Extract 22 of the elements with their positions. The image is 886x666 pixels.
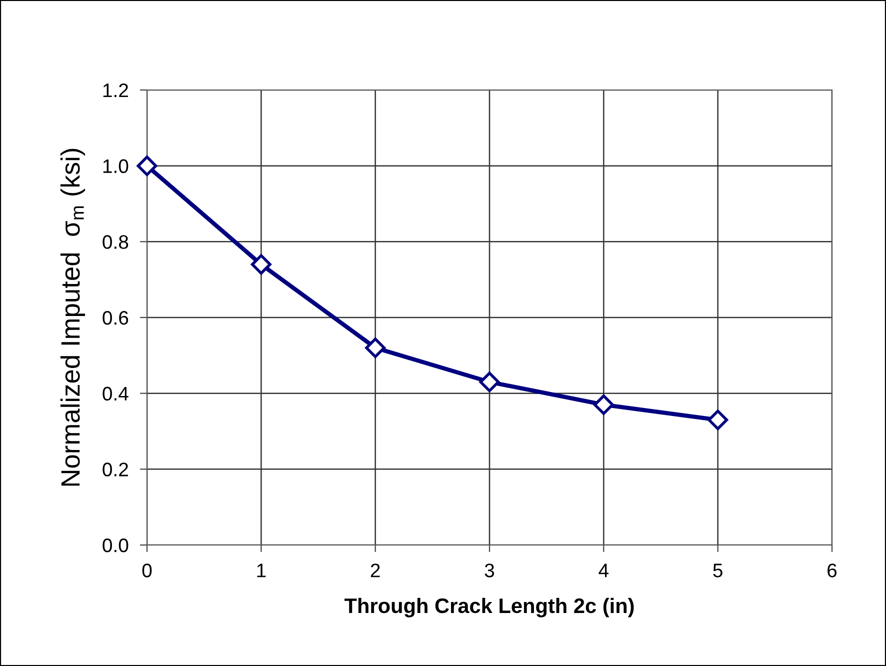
y-tick-label: 0.6: [102, 310, 128, 325]
x-tick-label: 4: [598, 564, 609, 578]
y-tick-label: 0.2: [102, 462, 128, 476]
y-tick-label: 1.2: [103, 83, 128, 98]
x-tick-label: 5: [713, 564, 722, 578]
y-axis-title: Normalized Imputed σ$_{m}$ (ksi): [60, 148, 86, 486]
x-tick-label: 2: [370, 564, 380, 578]
x-tick-label: 3: [484, 564, 494, 578]
point: [136, 156, 158, 176]
x-axis-title: Through Crack Length 2c (in): [344, 598, 634, 618]
point: [250, 254, 272, 275]
point: [593, 394, 614, 415]
x-tick-label: 0: [142, 564, 152, 578]
point: [365, 338, 386, 358]
y-tick-label: 0.4: [102, 386, 128, 401]
x-tick-label: 1: [257, 564, 266, 578]
y-tick-label: 0.0: [102, 538, 128, 552]
point: [708, 410, 728, 430]
y-tick-label: 0.8: [102, 235, 128, 249]
x-tick-label: 6: [828, 564, 837, 578]
point: [479, 372, 500, 392]
y-tick-label: 1.0: [103, 159, 128, 174]
